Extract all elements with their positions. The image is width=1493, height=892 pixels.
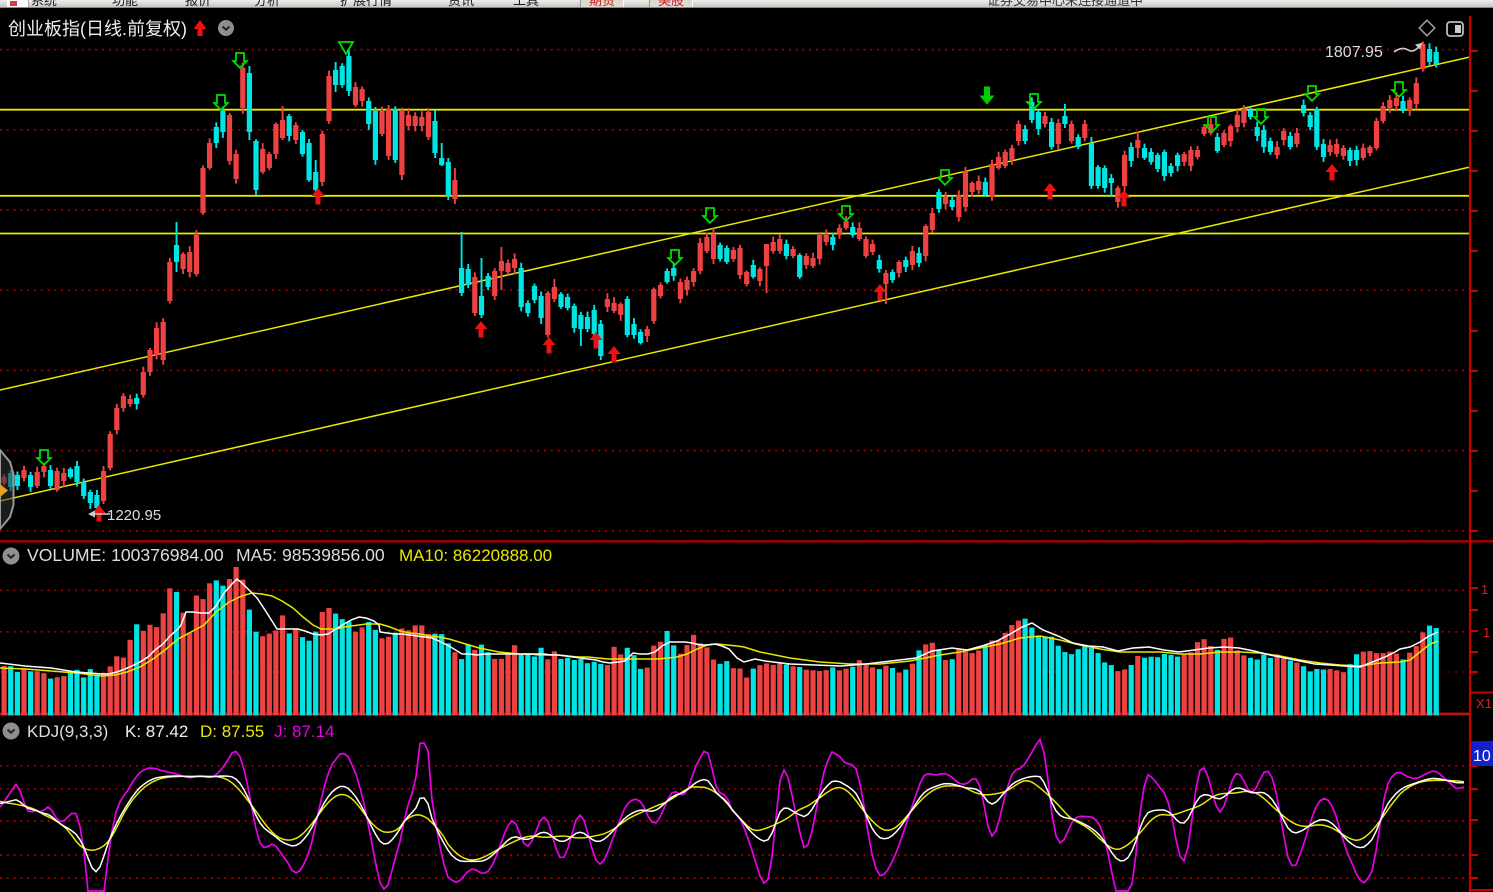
svg-text:KDJ(9,3,3): KDJ(9,3,3) (27, 722, 108, 741)
svg-text:X1: X1 (1476, 696, 1492, 711)
svg-text:K: 87.42: K: 87.42 (125, 722, 188, 741)
svg-text:MA5: 98539856.00: MA5: 98539856.00 (236, 545, 385, 565)
svg-text:1807.95: 1807.95 (1325, 44, 1383, 61)
svg-text:VOLUME: 100376984.00: VOLUME: 100376984.00 (27, 545, 224, 565)
svg-text:10: 10 (1473, 748, 1491, 765)
svg-text:1: 1 (1483, 625, 1490, 640)
svg-text:J: 87.14: J: 87.14 (274, 722, 335, 741)
svg-text:MA10: 86220888.00: MA10: 86220888.00 (399, 546, 552, 565)
svg-text:创业板指(日线.前复权): 创业板指(日线.前复权) (8, 19, 187, 39)
svg-text:1: 1 (1481, 582, 1488, 597)
svg-text:1220.95: 1220.95 (107, 507, 161, 524)
svg-text:D: 87.55: D: 87.55 (200, 722, 264, 741)
